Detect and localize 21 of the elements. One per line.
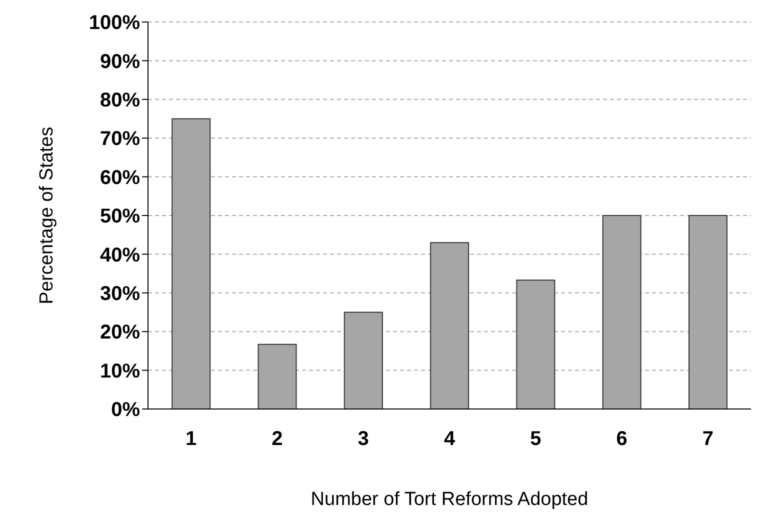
x-tick-label: 1 [186,428,197,450]
y-tick-label: 60% [100,166,140,189]
x-tick-label: 2 [272,428,283,450]
x-tick-label: 5 [530,428,542,450]
y-axis-title: Percentage of States [36,126,58,304]
y-tick-label: 30% [100,283,140,305]
x-tick-label: 3 [358,428,369,450]
bar [344,312,383,409]
y-tick-label: 40% [100,244,140,266]
x-tick-label: 6 [616,428,628,450]
y-tick-label: 20% [100,322,140,344]
y-tick-label: 10% [100,360,140,382]
y-tick-label: 100% [88,12,140,34]
x-axis-title: Number of Tort Reforms Adopted [310,489,588,510]
y-tick-label: 0% [111,399,140,422]
y-tick-label: 70% [100,128,140,150]
y-tick-label: 90% [100,50,140,73]
x-tick-label: 7 [702,428,714,450]
y-tick-label: 50% [100,206,140,228]
y-tick-label: 80% [100,90,140,112]
x-tick-label: 4 [444,428,456,450]
